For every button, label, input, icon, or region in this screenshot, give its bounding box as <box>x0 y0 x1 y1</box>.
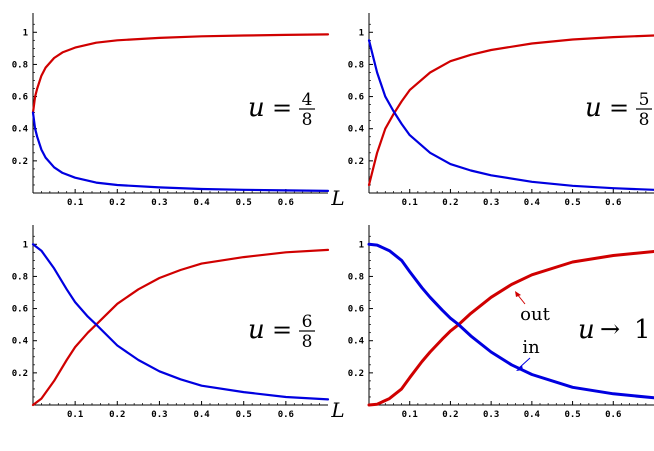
x-tick-label: 0.6 <box>605 198 621 208</box>
x-axis-label: L <box>330 398 344 422</box>
out-label: out <box>520 304 550 325</box>
y-tick-label: 0.2 <box>12 369 28 379</box>
y-tick-label: 1 <box>359 28 364 38</box>
y-tick-label: 0.8 <box>348 60 364 70</box>
x-tick-label: 0.5 <box>564 410 580 420</box>
y-tick-label: 0.2 <box>348 157 364 167</box>
y-tick-label: 0.6 <box>12 305 28 315</box>
y-tick-label: 0.8 <box>348 272 364 282</box>
x-tick-label: 0.4 <box>524 410 541 420</box>
x-tick-label: 0.3 <box>483 198 499 208</box>
annotation-denominator: 8 <box>302 110 313 130</box>
red-series-line <box>367 34 654 187</box>
x-tick-label: 0.4 <box>193 410 210 420</box>
annotation-numerator: 6 <box>302 312 313 332</box>
y-tick-label: 0.2 <box>348 369 364 379</box>
y-tick-label: 0.6 <box>348 93 364 103</box>
u-annotation: u → 1 <box>578 315 651 345</box>
blue-series-line <box>367 39 654 191</box>
annotation-var: u <box>248 93 265 123</box>
x-tick-label: 0.3 <box>151 410 167 420</box>
red-series-line <box>31 248 330 407</box>
annotation-denominator: 8 <box>302 332 313 352</box>
y-tick-label: 0.8 <box>12 272 28 282</box>
x-tick-label: 0.2 <box>109 198 125 208</box>
blue-series-line <box>31 111 330 192</box>
annotation-value: 1 <box>634 315 651 345</box>
y-tick-label: 0.4 <box>348 125 365 135</box>
y-tick-label: 1 <box>23 240 28 250</box>
x-tick-label: 0.5 <box>236 410 252 420</box>
annotation-op: → <box>600 315 620 343</box>
x-tick-label: 0.3 <box>483 410 499 420</box>
y-tick-label: 0.8 <box>12 60 28 70</box>
x-tick-label: 0.1 <box>67 198 83 208</box>
y-tick-label: 0.6 <box>12 93 28 103</box>
x-tick-label: 0.6 <box>605 410 621 420</box>
annotation-op: = <box>272 316 292 344</box>
annotation-numerator: 4 <box>302 90 313 110</box>
y-tick-label: 0.4 <box>12 337 29 347</box>
x-tick-label: 0.2 <box>442 410 458 420</box>
annotation-var: u <box>585 93 602 123</box>
in-label: in <box>522 337 540 358</box>
x-tick-label: 0.2 <box>109 410 125 420</box>
y-tick-label: 0.2 <box>12 157 28 167</box>
x-tick-label: 0.6 <box>278 410 294 420</box>
x-tick-label: 0.5 <box>564 198 580 208</box>
u-annotation: u = 68 <box>248 312 315 352</box>
out-arrowhead <box>515 291 521 297</box>
panel-2: 0.1 0.2 0.3 0.4 0.5 0.6 0.2 0.4 0.6 0.8 1 u = 58 <box>348 13 654 208</box>
x-tick-label: 0.1 <box>67 410 83 420</box>
annotation-numerator: 5 <box>639 90 650 110</box>
annotation-var: u <box>578 315 595 345</box>
y-tick-label: 0.4 <box>348 337 365 347</box>
annotation-op: = <box>609 94 629 122</box>
x-axis-label: L <box>330 186 344 210</box>
panel-1: 0.1 0.2 0.3 0.4 0.5 0.6 0.2 0.4 0.6 0.8 1 Lu = 48 <box>12 13 345 210</box>
y-tick-label: 1 <box>23 28 28 38</box>
x-tick-label: 0.3 <box>151 198 167 208</box>
in-arrowhead <box>516 365 523 371</box>
y-tick-label: 1 <box>359 240 364 250</box>
x-tick-label: 0.4 <box>524 198 541 208</box>
y-tick-label: 0.4 <box>12 125 29 135</box>
blue-series-line <box>31 243 330 401</box>
x-tick-label: 0.1 <box>402 198 418 208</box>
panel-3: 0.1 0.2 0.3 0.4 0.5 0.6 0.2 0.4 0.6 0.8 1 Lu = 68 <box>12 225 345 422</box>
annotation-op: = <box>272 94 292 122</box>
annotation-var: u <box>248 315 265 345</box>
x-tick-label: 0.4 <box>193 198 210 208</box>
x-tick-label: 0.2 <box>442 198 458 208</box>
red-series-line <box>31 33 330 114</box>
red-series-line <box>367 250 654 407</box>
y-tick-label: 0.6 <box>348 305 364 315</box>
x-tick-label: 0.1 <box>402 410 418 420</box>
panel-4: 0.1 0.2 0.3 0.4 0.5 0.6 0.2 0.4 0.6 0.8 1 u → 1 out in <box>348 225 654 420</box>
u-annotation: u = 48 <box>248 90 315 130</box>
annotation-denominator: 8 <box>639 110 650 130</box>
blue-series-line <box>367 242 654 400</box>
x-tick-label: 0.5 <box>236 198 252 208</box>
x-tick-label: 0.6 <box>278 198 294 208</box>
u-annotation: u = 58 <box>585 90 652 130</box>
